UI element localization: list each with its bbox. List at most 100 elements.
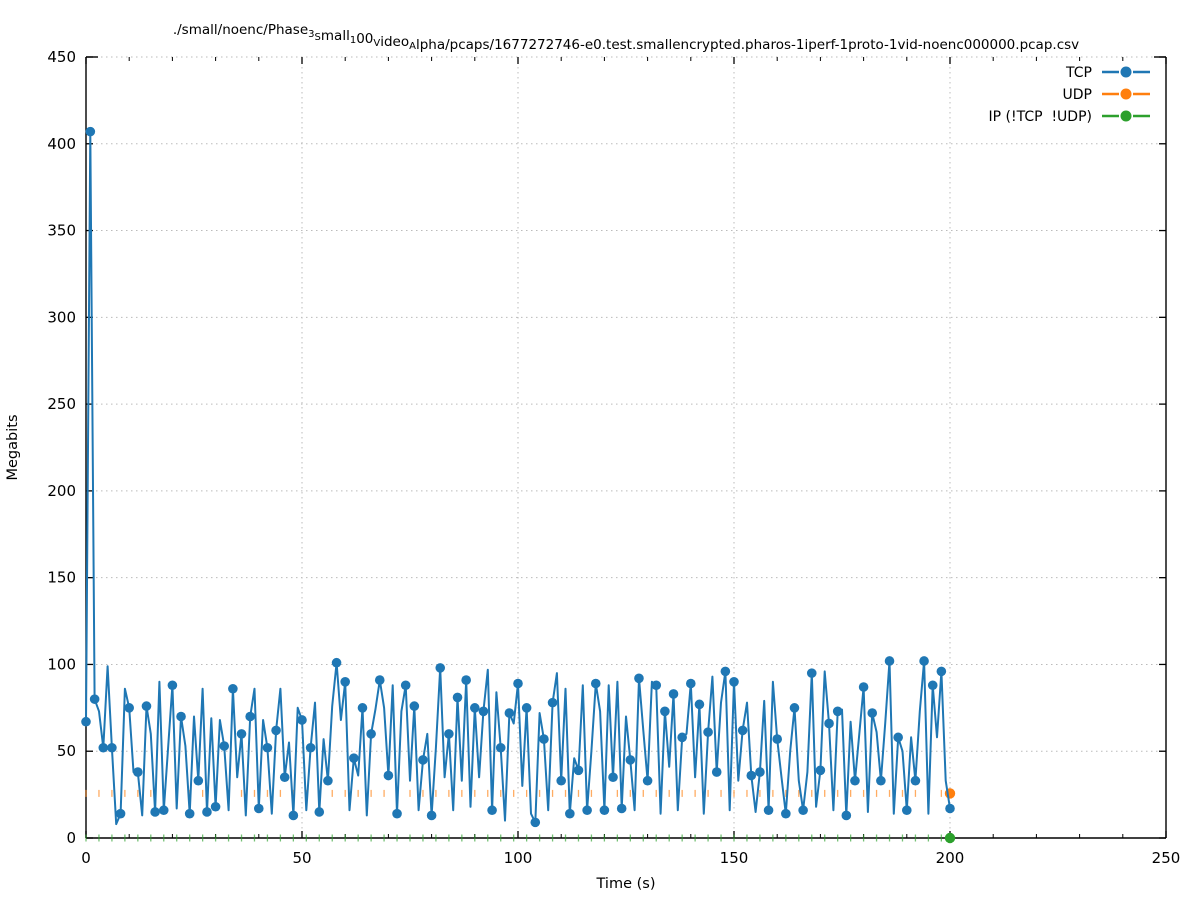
x-tick-labels: 0 50 100 150 200 250 bbox=[81, 849, 1180, 867]
tcp-point bbox=[210, 801, 221, 812]
tcp-point bbox=[253, 803, 264, 814]
tcp-point bbox=[495, 742, 506, 753]
y-tick-labels: 0 50 100 150 200 250 300 350 400 450 bbox=[47, 48, 76, 847]
tcp-point bbox=[902, 805, 912, 816]
tcp-point bbox=[400, 680, 411, 691]
y-tick-label: 450 bbox=[47, 48, 76, 66]
tcp-point bbox=[651, 680, 662, 691]
chart-title: ./small/noenc/Phase3Small100VideoAlpha/p… bbox=[173, 22, 1079, 53]
tcp-point bbox=[115, 808, 126, 819]
legend-marker-tcp bbox=[1120, 66, 1132, 78]
tcp-point bbox=[383, 770, 394, 781]
tcp-point bbox=[565, 808, 575, 819]
tcp-point bbox=[219, 741, 230, 751]
legend-label-tcp: TCP bbox=[1065, 65, 1092, 81]
x-tick-label: 0 bbox=[81, 849, 91, 867]
tcp-point bbox=[608, 772, 618, 783]
tcp-point bbox=[158, 805, 169, 816]
tcp-point bbox=[686, 678, 696, 689]
tcp-point bbox=[340, 677, 351, 687]
tcp-point bbox=[763, 805, 774, 816]
tcp-point bbox=[85, 126, 96, 137]
tcp-point bbox=[737, 725, 748, 736]
tcp-point bbox=[297, 715, 307, 725]
y-tick-label: 200 bbox=[47, 482, 76, 500]
tcp-point bbox=[184, 808, 195, 819]
y-tick-label: 400 bbox=[47, 135, 76, 153]
tcp-point bbox=[124, 703, 134, 713]
legend-marker-ip bbox=[1120, 110, 1132, 122]
tcp-point bbox=[202, 807, 212, 817]
tcp-point bbox=[357, 703, 368, 713]
tcp-point bbox=[236, 729, 247, 739]
tcp-point bbox=[193, 775, 204, 786]
tcp-point bbox=[625, 755, 636, 765]
y-tick-label: 250 bbox=[47, 395, 76, 413]
tcp-point bbox=[452, 692, 463, 703]
tcp-point bbox=[530, 817, 541, 828]
y-tick-label: 0 bbox=[66, 829, 76, 847]
tcp-point bbox=[539, 734, 549, 744]
tcp-point bbox=[107, 742, 117, 753]
tcp-point bbox=[547, 697, 558, 708]
tcp-point bbox=[176, 711, 186, 722]
tcp-point bbox=[271, 725, 281, 736]
tcp-point bbox=[573, 765, 584, 776]
y-axis-label: Megabits bbox=[5, 415, 21, 481]
tcp-point bbox=[945, 803, 955, 814]
tcp-point bbox=[409, 701, 420, 711]
tcp-point bbox=[374, 675, 385, 685]
tcp-point bbox=[444, 729, 454, 739]
tcp-point bbox=[677, 732, 687, 743]
tcp-point bbox=[167, 680, 178, 691]
series-tcp bbox=[81, 126, 955, 828]
tcp-point bbox=[936, 666, 947, 677]
tcp-point bbox=[426, 810, 437, 821]
tcp-point bbox=[927, 680, 938, 691]
tcp-point bbox=[89, 694, 100, 704]
end-point-ip bbox=[944, 832, 956, 844]
tcp-point bbox=[642, 775, 653, 786]
tcp-point bbox=[150, 807, 160, 817]
tcp-point bbox=[487, 805, 497, 816]
y-tick-label: 50 bbox=[57, 742, 76, 760]
tcp-point bbox=[228, 683, 238, 694]
tcp-point bbox=[418, 755, 428, 765]
x-tick-label: 100 bbox=[504, 849, 533, 867]
tcp-point bbox=[815, 765, 826, 776]
title-text: ./small/noenc/Phase3Small100VideoAlpha/p… bbox=[173, 22, 1079, 53]
tcp-point bbox=[910, 775, 921, 786]
tcp-point bbox=[245, 711, 255, 722]
y-tick-label: 150 bbox=[47, 569, 76, 587]
y-tick-label: 100 bbox=[47, 655, 76, 673]
tcp-point bbox=[703, 727, 713, 737]
tcp-point bbox=[392, 808, 402, 819]
x-tick-label: 200 bbox=[936, 849, 965, 867]
tcp-point bbox=[366, 729, 376, 739]
y-tick-label: 350 bbox=[47, 222, 76, 240]
tcp-point bbox=[798, 805, 808, 816]
y-tick-label: 300 bbox=[47, 308, 76, 326]
tcp-point bbox=[288, 810, 299, 821]
tcp-point bbox=[470, 703, 480, 713]
tcp-point bbox=[262, 742, 273, 753]
tcp-point bbox=[858, 682, 869, 692]
tcp-point bbox=[884, 656, 895, 666]
tcp-point bbox=[841, 810, 852, 821]
x-tick-label: 250 bbox=[1152, 849, 1181, 867]
legend-label-ip: IP (!TCP !UDP) bbox=[989, 109, 1093, 125]
tcp-point bbox=[314, 807, 325, 817]
legend: TCP UDP IP (!TCP !UDP) bbox=[989, 65, 1150, 125]
tcp-point bbox=[478, 706, 489, 717]
tcp-point bbox=[521, 703, 532, 713]
tcp-point bbox=[781, 808, 791, 819]
axis-titles: Time (s) Megabits bbox=[5, 415, 655, 893]
tcp-point bbox=[305, 742, 316, 753]
tcp-point bbox=[893, 732, 903, 743]
tcp-point bbox=[694, 699, 705, 710]
tcp-point bbox=[746, 770, 757, 781]
tcp-point bbox=[867, 708, 878, 718]
tcp-point bbox=[513, 678, 523, 689]
